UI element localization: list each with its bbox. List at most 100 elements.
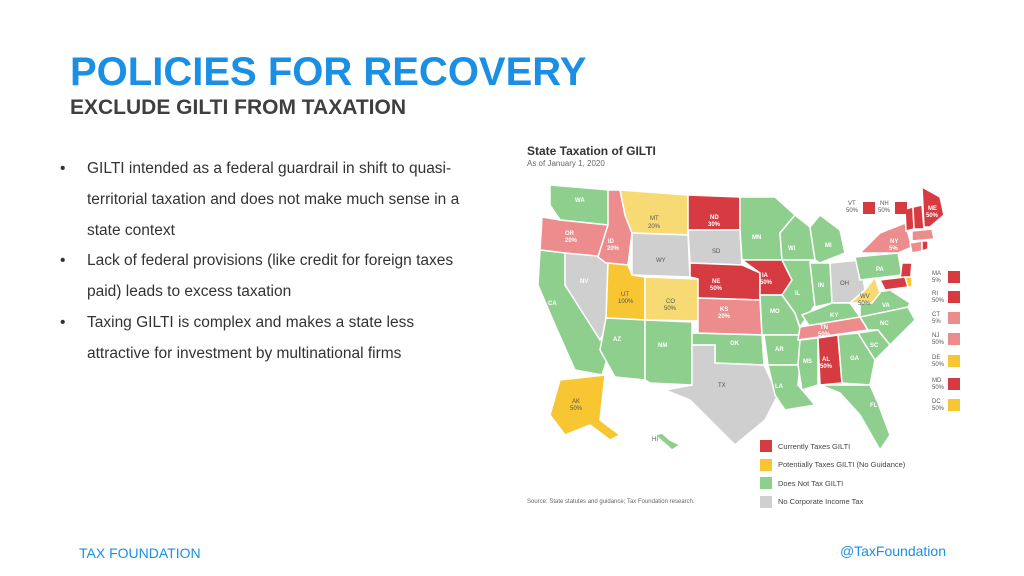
legend-swatch xyxy=(760,458,772,471)
legend-label: Does Not Tax GILTI xyxy=(778,478,844,488)
label-wa: WA xyxy=(575,198,585,204)
side-label-de: DE xyxy=(932,355,940,361)
label-nd: ND xyxy=(710,215,719,221)
side-label-nh-pct: 50% xyxy=(878,208,891,214)
label-tn: TN xyxy=(820,325,828,331)
bullet-item: • Taxing GILTI is complex and makes a sta… xyxy=(60,308,480,370)
label-mt-pct: 20% xyxy=(648,224,661,230)
state-hi xyxy=(653,432,682,451)
label-mt: MT xyxy=(650,216,659,222)
label-ak-pct: 50% xyxy=(570,406,583,412)
label-ok: OK xyxy=(730,341,740,347)
label-il: IL xyxy=(795,291,801,297)
label-id-pct: 20% xyxy=(607,246,620,252)
label-nc: NC xyxy=(880,321,889,327)
state-wv xyxy=(847,275,881,304)
map-date: As of January 1, 2020 xyxy=(527,159,605,168)
label-co-pct: 50% xyxy=(664,306,677,312)
side-swatch-ct xyxy=(948,312,960,324)
label-wi: WI xyxy=(788,246,796,252)
map-source-note: Source: State statutes and guidance; Tax… xyxy=(527,499,695,505)
footer-twitter-handle[interactable]: @TaxFoundation xyxy=(839,543,946,559)
side-swatch-nh xyxy=(895,202,907,214)
side-swatch-vt xyxy=(863,202,875,214)
label-me-pct: 50% xyxy=(926,213,939,219)
label-mn: MN xyxy=(752,235,761,241)
side-state-ri: RI 50% xyxy=(932,291,960,304)
side-state-ct: CT 5% xyxy=(932,312,960,325)
legend-swatch xyxy=(760,440,772,453)
label-ks: KS xyxy=(720,307,728,313)
label-fl: FL xyxy=(870,403,878,409)
side-label-ri: RI xyxy=(932,291,938,297)
side-label-ct-pct: 5% xyxy=(932,319,941,325)
label-ga: GA xyxy=(850,356,860,362)
side-state-ma: MA 5% xyxy=(932,271,960,284)
legend-swatch xyxy=(760,477,772,490)
label-me: ME xyxy=(928,206,937,212)
label-or-pct: 20% xyxy=(565,238,578,244)
legend-item-currently-taxes: Currently Taxes GILTI xyxy=(760,437,905,456)
side-label-md-pct: 50% xyxy=(932,385,945,391)
legend-item-potentially-taxes: Potentially Taxes GILTI (No Guidance) xyxy=(760,456,905,475)
state-ms xyxy=(797,337,819,391)
side-label-nj: NJ xyxy=(932,333,939,339)
state-ma xyxy=(911,228,935,242)
us-map: WA OR 20% CA NV ID 20% MT 20% WY UT 100%… xyxy=(537,184,960,452)
state-md xyxy=(878,276,909,291)
state-de xyxy=(903,276,913,288)
legend-label: Currently Taxes GILTI xyxy=(778,441,851,451)
state-wa xyxy=(549,184,611,226)
bullet-dot: • xyxy=(60,160,66,177)
label-co: CO xyxy=(666,299,675,305)
label-ut: UT xyxy=(621,292,629,298)
side-swatch-dc xyxy=(948,399,960,411)
side-label-nj-pct: 50% xyxy=(932,340,945,346)
bullet-text: GILTI intended as a federal guardrail in… xyxy=(87,160,460,239)
state-ny xyxy=(858,221,913,254)
side-label-ma-pct: 5% xyxy=(932,278,941,284)
side-label-vt-pct: 50% xyxy=(846,208,859,214)
side-state-dc: DC 50% xyxy=(932,399,960,412)
bullet-text: Taxing GILTI is complex and makes a stat… xyxy=(87,313,415,362)
label-al: AL xyxy=(822,357,830,363)
state-mi xyxy=(809,213,846,264)
side-label-dc-pct: 50% xyxy=(932,406,945,412)
label-nd-pct: 30% xyxy=(708,222,721,228)
legend-item-does-not-tax: Does Not Tax GILTI xyxy=(760,474,905,493)
side-swatch-ri xyxy=(948,291,960,303)
state-ne xyxy=(689,262,761,301)
label-wv-pct: 50% xyxy=(858,301,871,307)
label-pa: PA xyxy=(876,267,885,273)
bullet-item: • GILTI intended as a federal guardrail i… xyxy=(60,154,480,246)
state-tx xyxy=(662,344,779,447)
label-al-pct: 50% xyxy=(820,364,833,370)
side-swatch-ma xyxy=(948,271,960,283)
label-la: LA xyxy=(775,384,784,390)
side-label-ct: CT xyxy=(932,312,940,318)
side-label-nh: NH xyxy=(880,201,889,207)
label-wy: WY xyxy=(656,258,666,264)
slide-title: POLICIES FOR RECOVERY xyxy=(70,50,587,94)
side-state-nh: NH 50% xyxy=(878,201,907,214)
side-label-dc: DC xyxy=(932,399,941,405)
bullet-dot: • xyxy=(60,313,66,331)
state-nh xyxy=(912,204,925,230)
state-az xyxy=(599,317,646,381)
side-swatch-nj xyxy=(948,333,960,345)
state-me xyxy=(921,185,945,228)
label-az: AZ xyxy=(613,337,621,343)
bullet-list: • GILTI intended as a federal guardrail i… xyxy=(60,154,480,370)
label-ak: AK xyxy=(572,399,580,405)
label-mo: MO xyxy=(770,309,780,315)
label-ca: CA xyxy=(548,301,557,307)
legend-label: Potentially Taxes GILTI (No Guidance) xyxy=(778,460,906,470)
legend-swatch xyxy=(760,495,772,508)
bullet-dot: • xyxy=(60,252,66,270)
label-nm: NM xyxy=(658,343,667,349)
state-ct xyxy=(909,240,923,254)
legend-item-no-corporate-tax: No Corporate Income Tax xyxy=(760,493,905,512)
side-state-vt: VT 50% xyxy=(846,201,875,214)
label-nv: NV xyxy=(580,279,588,285)
label-hi: HI xyxy=(652,437,658,443)
